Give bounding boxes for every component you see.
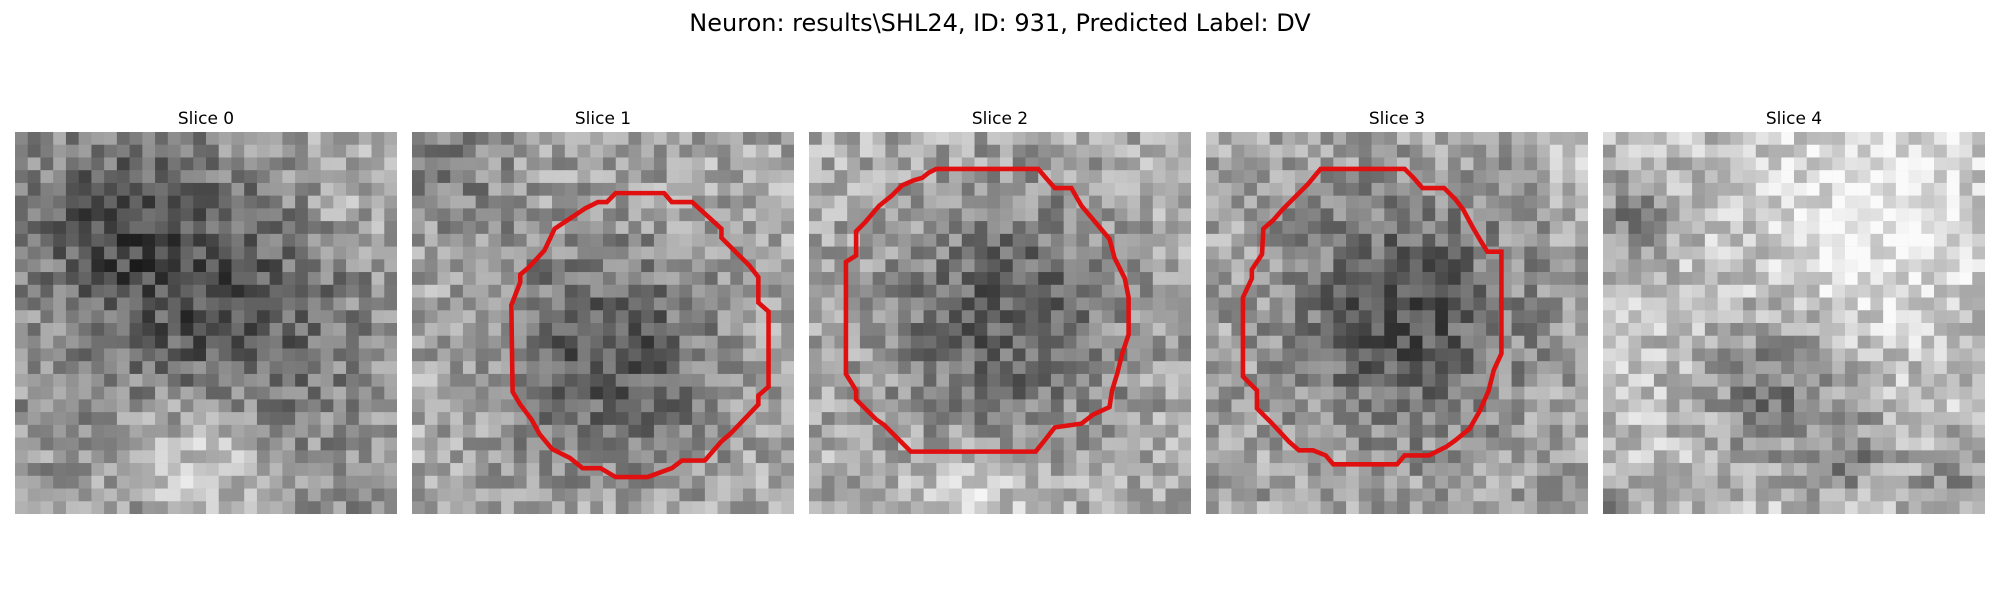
- pixel-grid: [412, 132, 794, 514]
- slice-4-svg: [1603, 132, 1985, 514]
- figure-title: Neuron: results\SHL24, ID: 931, Predicte…: [689, 9, 1311, 37]
- slice-image-0: [15, 132, 397, 514]
- pixel-grid: [809, 132, 1191, 514]
- slice-title: Slice 1: [574, 109, 632, 129]
- slice-title: Slice 2: [971, 109, 1029, 129]
- slice-image-4: [1603, 132, 1985, 514]
- slice-panel-3: Slice 3: [1206, 106, 1588, 514]
- slice-title: Slice 0: [177, 109, 235, 129]
- cell-contour: [843, 166, 1131, 454]
- slice-image-2: [809, 132, 1191, 514]
- slice-2-svg: [809, 132, 1191, 514]
- slice-panel-2: Slice 2: [809, 106, 1191, 514]
- pixel-grid: [1603, 132, 1985, 514]
- slice-1-svg: [412, 132, 794, 514]
- slice-title: Slice 4: [1765, 109, 1823, 129]
- slice-0-svg: [15, 132, 397, 514]
- slice-image-3: [1206, 132, 1588, 514]
- slice-title: Slice 3: [1368, 109, 1426, 129]
- slice-3-svg: [1206, 132, 1588, 514]
- pixel-grid: [1206, 132, 1588, 514]
- slice-image-1: [412, 132, 794, 514]
- slice-panel-1: Slice 1: [412, 106, 794, 514]
- cell-contour: [509, 190, 771, 480]
- slice-panel-0: Slice 0: [15, 106, 397, 514]
- pixel-grid: [15, 132, 397, 514]
- cell-contour: [1240, 166, 1504, 467]
- slice-panel-4: Slice 4: [1603, 106, 1985, 514]
